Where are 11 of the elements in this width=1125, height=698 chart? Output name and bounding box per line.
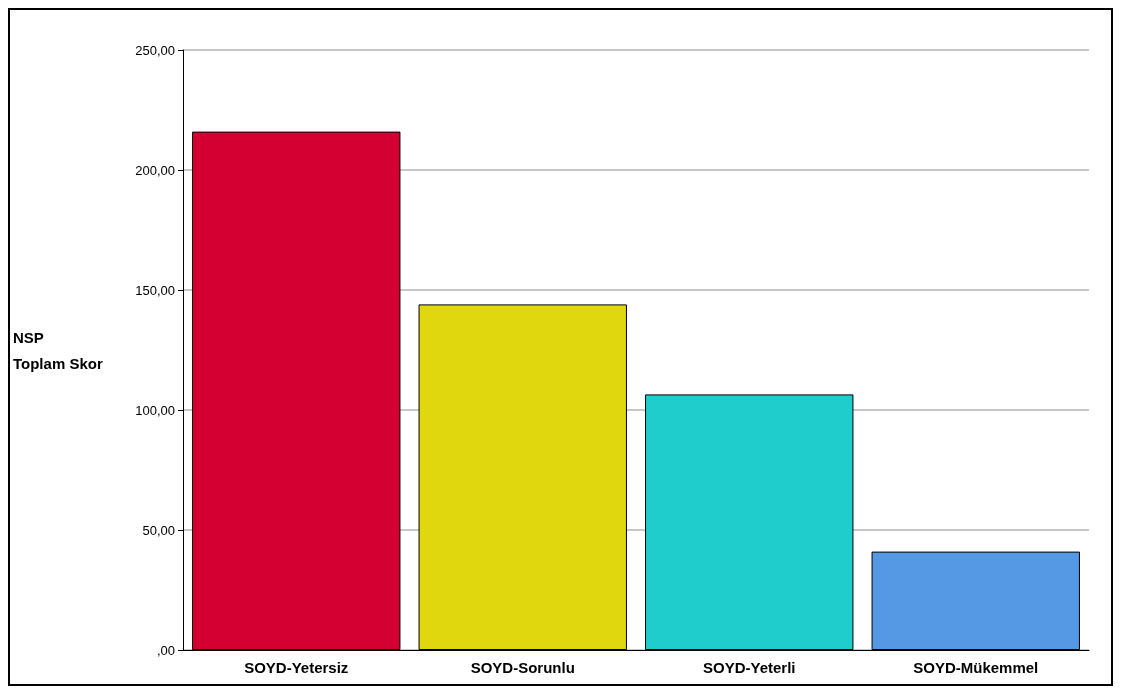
x-tick-label: SOYD-Yetersiz — [244, 659, 349, 676]
y-tick-label: 200,00 — [135, 162, 175, 178]
y-tick-label: ,00 — [156, 642, 175, 658]
y-tick-label: 50,00 — [142, 522, 175, 538]
x-tick-label: SOYD-Yeterli — [702, 659, 796, 676]
x-tick-label: SOYD-Mükemmel — [913, 659, 1039, 676]
y-tick-label: 100,00 — [135, 402, 175, 418]
x-tick-label: SOYD-Sorunlu — [470, 659, 575, 676]
y-tick-label: 250,00 — [135, 42, 175, 58]
y-tick-label: 150,00 — [135, 282, 175, 298]
y-axis-title: NSP Toplam Skor — [13, 328, 103, 372]
